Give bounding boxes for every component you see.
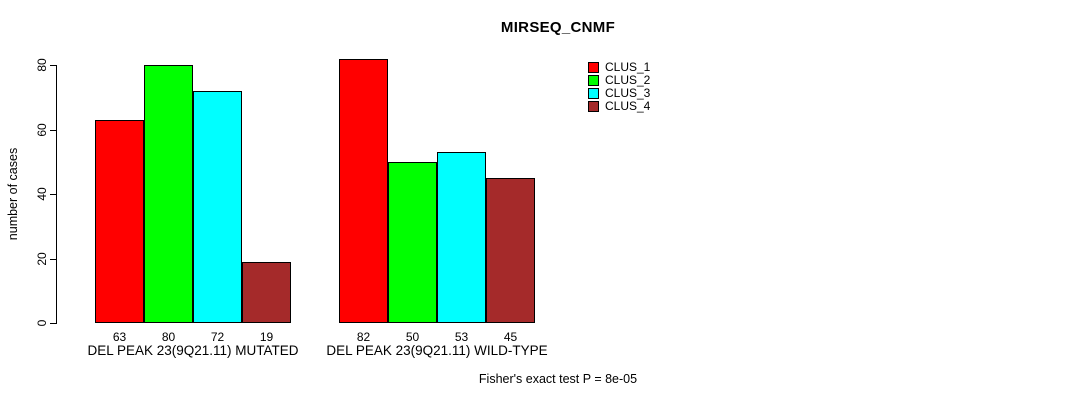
legend-label: CLUS_4 — [605, 99, 651, 113]
bar-value-label: 45 — [503, 330, 518, 344]
y-tick-mark — [50, 194, 57, 195]
y-tick-label: 20 — [35, 252, 49, 266]
bar-value-label: 63 — [112, 330, 127, 344]
legend-swatch-icon — [588, 62, 599, 73]
legend-item: CLUS_1 — [588, 61, 650, 74]
legend-swatch-icon — [588, 101, 599, 112]
bar-value-label: 19 — [259, 330, 274, 344]
y-tick-label: 0 — [35, 319, 49, 327]
legend-label: CLUS_3 — [605, 86, 651, 100]
bar-clus_3-group2 — [437, 152, 486, 323]
legend-item: CLUS_3 — [588, 87, 650, 100]
y-tick-label: 80 — [35, 58, 49, 72]
legend-item: CLUS_4 — [588, 100, 650, 113]
y-tick-label: 40 — [35, 187, 49, 201]
bar-value-label: 50 — [405, 330, 420, 344]
legend-label: CLUS_2 — [605, 73, 651, 87]
bar-clus_2-group1 — [144, 65, 193, 323]
bar-value-label: 72 — [210, 330, 225, 344]
legend-item: CLUS_2 — [588, 74, 650, 87]
x-group-label: DEL PEAK 23(9Q21.11) WILD-TYPE — [326, 343, 548, 358]
footer-annotation: Fisher's exact test P = 8e-05 — [478, 372, 638, 386]
y-tick-mark — [50, 259, 57, 260]
y-axis-label: number of cases — [6, 147, 20, 241]
x-group-label: DEL PEAK 23(9Q21.11) MUTATED — [87, 343, 299, 358]
y-tick-mark — [50, 323, 57, 324]
bar-clus_4-group1 — [242, 262, 291, 323]
bar-value-label: 80 — [161, 330, 176, 344]
bar-value-label: 82 — [356, 330, 371, 344]
legend-swatch-icon — [588, 75, 599, 86]
y-tick-mark — [50, 130, 57, 131]
bar-clus_1-group2 — [339, 59, 388, 323]
bar-clus_1-group1 — [95, 120, 144, 323]
bar-clus_3-group1 — [193, 91, 242, 323]
bar-clus_2-group2 — [388, 162, 437, 323]
legend-swatch-icon — [588, 88, 599, 99]
legend-label: CLUS_1 — [605, 60, 651, 74]
y-tick-label: 60 — [35, 123, 49, 137]
bar-value-label: 53 — [454, 330, 469, 344]
chart-title: MIRSEQ_CNMF — [500, 19, 616, 36]
y-tick-mark — [50, 65, 57, 66]
bar-clus_4-group2 — [486, 178, 535, 323]
